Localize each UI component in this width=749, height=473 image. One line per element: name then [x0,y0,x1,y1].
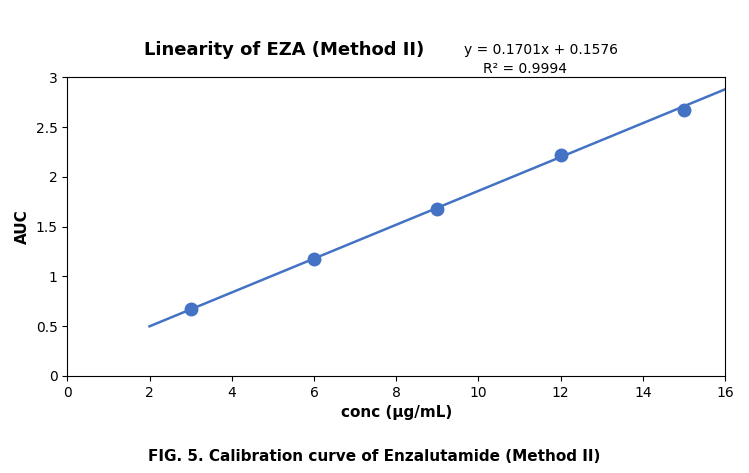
Text: FIG. 5. Calibration curve of Enzalutamide (Method II): FIG. 5. Calibration curve of Enzalutamid… [148,448,601,464]
Text: R² = 0.9994: R² = 0.9994 [483,61,567,76]
Text: Linearity of EZA (Method II): Linearity of EZA (Method II) [145,41,425,59]
Y-axis label: AUC: AUC [15,209,30,244]
X-axis label: conc (μg/mL): conc (μg/mL) [341,405,452,420]
Text: y = 0.1701x + 0.1576: y = 0.1701x + 0.1576 [464,43,619,57]
